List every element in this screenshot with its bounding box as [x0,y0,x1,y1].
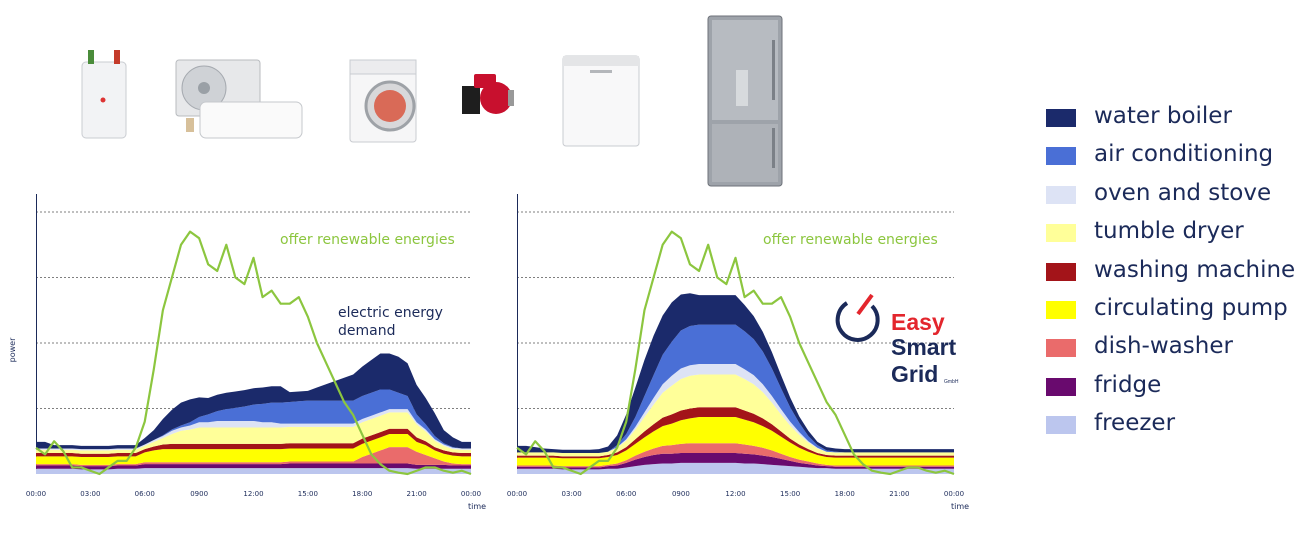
x-tick-label: 0900 [672,490,690,498]
x-tick-label: 18:00 [352,490,372,498]
dishwasher-image [562,55,640,147]
power-icon-stroke [856,293,874,316]
chart-left-ylabel: power [8,337,17,362]
x-tick-label: 0900 [190,490,208,498]
legend-label: dish-washer [1094,333,1233,360]
x-tick-label: 00:00 [507,490,527,498]
area-air-conditioning [517,324,954,454]
chart-left-demand-annotation-line1: electric energy [338,305,443,321]
x-tick-label: 00:00 [461,490,481,498]
x-tick-label: 03:00 [562,490,582,498]
legend-label: oven and stove [1094,179,1272,206]
chart-right-renewable-annotation: offer renewable energies [763,232,938,248]
area-freezer [517,462,954,474]
x-tick-label: 03:00 [80,490,100,498]
area-freezer [36,468,471,474]
legend-swatch [1046,262,1076,281]
chart-right-xlabel: time [951,502,969,511]
chart-left-demand-annotation: electric energy demand [338,305,447,339]
chart-left: 00:00 03:00 06:00 0900 12:00 15:00 18:00 21:00 0… [8,194,486,511]
x-tick-label: 00:00 [26,490,46,498]
legend-label: air conditioning [1094,141,1274,168]
x-tick-label: 18:00 [835,490,855,498]
circulating-pump-image [462,74,514,114]
chart-left-renewable-annotation: offer renewable energies [280,232,455,248]
air-conditioner-image [175,59,303,139]
water-boiler-image [81,50,127,139]
x-tick-label: 06:00 [135,490,155,498]
legend-label: water boiler [1094,103,1232,129]
area-fridge [36,463,471,470]
area-dish-washer [36,447,471,467]
legend-swatch [1046,109,1076,127]
area-circulating-pump [36,434,471,465]
chart-right: 00:00 03:00 06:00 0900 12:00 15:00 18:00 21:00 0… [507,194,969,511]
area-circulating-pump [517,417,954,467]
chart-right-x-ticks: 00:00 03:00 06:00 0900 12:00 15:00 18:00 21:00 0… [507,490,964,498]
fridge-freezer-image [707,15,783,187]
chart-left-demand-annotation-line2: demand [338,323,395,339]
area-dish-washer [517,443,954,468]
area-washing-machine [36,428,471,457]
area-fridge [517,453,954,470]
logo-word-grid: Grid [891,361,938,387]
logo-gmbh: GmbH [944,379,959,385]
washing-machine-image [349,59,417,143]
legend-label: washing machine [1094,256,1296,283]
chart-left-x-ticks: 00:00 03:00 06:00 0900 12:00 15:00 18:00 21:00 0… [26,490,481,498]
area-tumble-dryer [517,374,954,457]
legend-swatch [1046,416,1076,435]
x-tick-label: 21:00 [407,490,427,498]
x-tick-label: 00:00 [944,490,964,498]
power-icon [835,301,880,342]
legend-swatch [1046,185,1076,204]
chart-left-xlabel: time [468,502,486,511]
legend-label: freezer [1094,410,1176,437]
appliance-images [81,15,783,187]
chart-right-gridlines [517,211,954,409]
legend-swatch [1046,300,1076,319]
legend-swatch [1046,339,1076,358]
x-tick-label: 06:00 [616,490,636,498]
x-tick-label: 15:00 [298,490,318,498]
x-tick-label: 12:00 [725,490,745,498]
easy-smart-grid-logo: Easy Smart Grid GmbH [835,293,959,387]
legend-swatch [1046,147,1076,166]
legend-swatch [1046,224,1076,243]
chart-right-area-stack [517,293,954,474]
x-tick-label: 21:00 [889,490,909,498]
x-tick-label: 15:00 [780,490,800,498]
chart-left-area-stack [36,353,471,474]
x-tick-label: 12:00 [243,490,263,498]
chart-right-renewable-line [516,230,955,476]
area-oven-and-stove [36,409,471,451]
area-water-boiler [36,353,471,450]
chart-left-renewable-line [35,230,472,476]
area-air-conditioning [36,389,471,450]
area-tumble-dryer [36,412,471,454]
legend-swatch [1046,377,1076,396]
legend-label: circulating pump [1094,294,1288,321]
legend-label: fridge [1094,371,1162,398]
logo-word-smart: Smart [891,334,957,360]
legend-label: tumble dryer [1094,218,1244,245]
logo-word-easy: Easy [891,309,945,335]
